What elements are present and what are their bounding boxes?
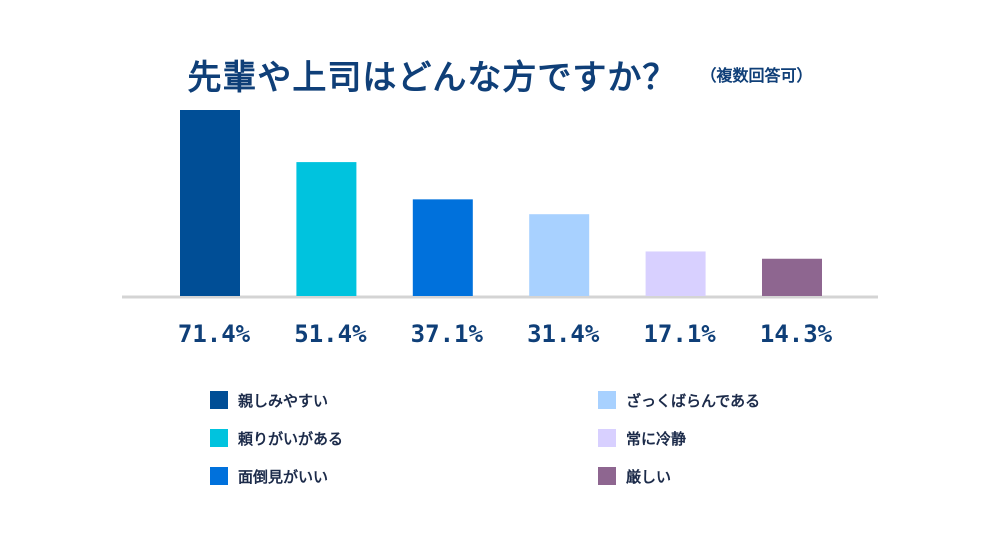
legend-left: 親しみやすい 頼りがいがある 面倒見がいい (210, 390, 343, 504)
value-label-2: 51.4% (294, 320, 367, 348)
legend-swatch-4 (598, 391, 616, 409)
legend-swatch-2 (210, 429, 228, 447)
chart-title-block: 先輩や上司はどんな方ですか？ （複数回答可） (0, 50, 1000, 99)
legend-item-4: ざっくばらんである (598, 390, 760, 410)
legend-swatch-3 (210, 467, 228, 485)
legend-swatch-6 (598, 467, 616, 485)
legend-item-3: 面倒見がいい (210, 466, 343, 486)
value-label-3: 37.1% (411, 320, 484, 348)
legend-label-2: 頼りがいがある (238, 429, 344, 448)
legend-swatch-1 (210, 391, 228, 409)
legend-item-6: 厳しい (598, 466, 760, 486)
legend-item-5: 常に冷静 (598, 428, 760, 448)
legend-label-1: 親しみやすい (238, 391, 329, 410)
chart-subtitle: （複数回答可） (700, 66, 813, 85)
chart-title: 先輩や上司はどんな方ですか？ (187, 58, 678, 98)
legend-swatch-5 (598, 429, 616, 447)
bar-4 (529, 214, 590, 296)
value-label-5: 17.1% (643, 320, 716, 348)
value-label-4: 31.4% (527, 320, 600, 348)
legend-item-1: 親しみやすい (210, 390, 343, 410)
value-label-6: 14.3% (760, 320, 833, 348)
bar-6 (762, 258, 822, 296)
bar-5 (645, 251, 706, 296)
legend-item-2: 頼りがいがある (210, 428, 343, 448)
legend-label-5: 常に冷静 (626, 429, 687, 448)
value-label-1: 71.4% (178, 320, 251, 348)
bar-1 (180, 110, 240, 296)
legend-right: ざっくばらんである 常に冷静厳しい (598, 390, 760, 504)
legend-label-4: ざっくばらんである (626, 391, 761, 410)
legend-label-3: 面倒見がいい (238, 467, 329, 486)
bar-2 (296, 162, 357, 296)
bar-3 (412, 199, 473, 296)
legend-label-6: 厳しい (626, 467, 672, 486)
